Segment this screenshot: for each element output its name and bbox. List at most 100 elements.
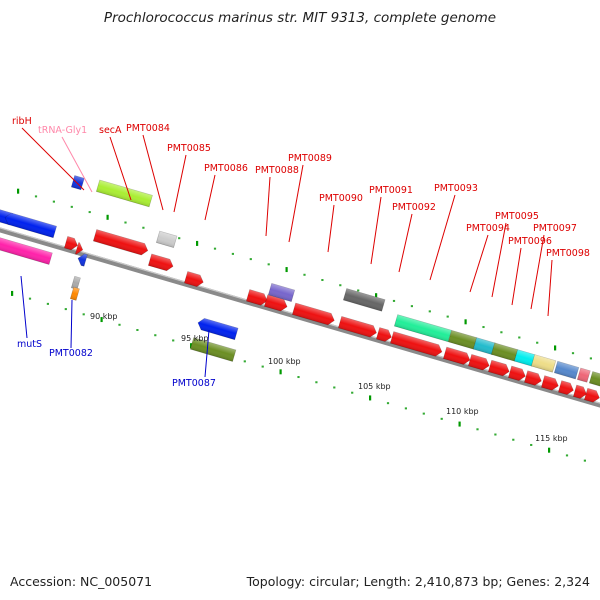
gene-feature-pmt0093[interactable] bbox=[393, 314, 452, 343]
label-leader-line bbox=[204, 174, 216, 221]
minor-tick bbox=[357, 289, 360, 292]
gene-feature-pmt0082[interactable] bbox=[70, 275, 81, 290]
gene-feature-ribh[interactable] bbox=[63, 236, 79, 251]
label-leader-line bbox=[398, 213, 413, 273]
minor-tick bbox=[422, 412, 425, 415]
minor-tick bbox=[136, 329, 139, 332]
gene-feature-pmt0098[interactable] bbox=[572, 384, 588, 400]
minor-tick bbox=[476, 428, 479, 431]
gene-label-pmt0090[interactable]: PMT0090 bbox=[319, 193, 363, 204]
major-tick bbox=[11, 290, 14, 296]
gene-label-pmt0096[interactable]: PMT0096 bbox=[508, 236, 552, 247]
minor-tick bbox=[571, 352, 575, 355]
gene-feature-pmt0088[interactable] bbox=[245, 289, 269, 307]
gene-label-pmt0088[interactable]: PMT0088 bbox=[255, 165, 299, 176]
label-leader-line bbox=[469, 234, 489, 293]
minor-tick bbox=[118, 323, 121, 326]
gene-feature-pmt0084[interactable] bbox=[155, 230, 178, 249]
gene-feature-pmt0090[interactable] bbox=[291, 302, 336, 326]
gene-label-pmt0095[interactable]: PMT0095 bbox=[495, 211, 539, 222]
gene-feature-pmt0097[interactable] bbox=[576, 367, 591, 383]
gene-feature-pmt0088[interactable] bbox=[263, 294, 288, 313]
scale-label: 90 kbp bbox=[90, 312, 118, 321]
gene-label-pmt0082[interactable]: PMT0082 bbox=[49, 348, 93, 359]
gene-label-muts[interactable]: mutS bbox=[17, 339, 42, 350]
gene-feature-pmt0091[interactable] bbox=[375, 327, 393, 343]
label-leader-line bbox=[70, 299, 73, 349]
gene-label-trna-gly1[interactable]: tRNA-Gly1 bbox=[38, 125, 87, 136]
minor-tick bbox=[404, 407, 407, 410]
minor-tick bbox=[178, 237, 181, 240]
gene-label-pmt0098[interactable]: PMT0098 bbox=[546, 248, 590, 259]
gene-feature-pmt0095[interactable] bbox=[467, 353, 491, 371]
gene-feature-pmt0094[interactable] bbox=[472, 337, 497, 356]
gene-label-pmt0097[interactable]: PMT0097 bbox=[533, 223, 577, 234]
gene-label-ribh[interactable]: ribH bbox=[12, 116, 32, 127]
scale-ticks bbox=[11, 188, 592, 462]
gene-feature-pmt0095[interactable] bbox=[513, 349, 536, 367]
minor-tick bbox=[428, 310, 431, 313]
minor-tick bbox=[243, 360, 246, 363]
gene-label-pmt0085[interactable]: PMT0085 bbox=[167, 143, 211, 154]
gene-feature-seca[interactable] bbox=[92, 229, 149, 256]
gene-label-pmt0086[interactable]: PMT0086 bbox=[204, 163, 248, 174]
label-leader-line bbox=[327, 204, 335, 253]
gene-feature-pmt0098[interactable] bbox=[557, 380, 575, 396]
major-tick bbox=[17, 188, 20, 194]
minor-tick bbox=[46, 302, 49, 305]
minor-tick bbox=[82, 313, 85, 316]
gene-label-pmt0093[interactable]: PMT0093 bbox=[434, 183, 478, 194]
gene-feature-pmt0098[interactable] bbox=[583, 387, 600, 403]
gene-feature-pmt0087[interactable] bbox=[196, 317, 239, 341]
minor-tick bbox=[142, 226, 145, 229]
gene-label-pmt0084[interactable]: PMT0084 bbox=[126, 123, 170, 134]
gene-feature-pmt0097[interactable] bbox=[523, 370, 543, 387]
gene-feature-trna[interactable] bbox=[0, 236, 53, 265]
gene-feature-pmt0084[interactable] bbox=[147, 253, 174, 272]
gene-feature-pmt0095[interactable] bbox=[490, 342, 519, 362]
minor-tick bbox=[589, 357, 592, 360]
gene-feature-pmt0091[interactable] bbox=[342, 288, 386, 312]
gene-feature-pmt0097[interactable] bbox=[553, 360, 580, 380]
gene-label-pmt0089[interactable]: PMT0089 bbox=[288, 153, 332, 164]
label-leader-line bbox=[204, 329, 210, 378]
gene-feature-muts[interactable] bbox=[3, 212, 57, 239]
gene-feature-pmt0088[interactable] bbox=[267, 283, 296, 302]
gene-feature-pmt0087[interactable] bbox=[189, 337, 237, 362]
gene-feature-pmt0097[interactable] bbox=[540, 375, 560, 392]
major-tick bbox=[279, 369, 282, 375]
gene-feature-pmt0096[interactable] bbox=[507, 365, 527, 382]
map-title: Prochlorococcus marinus str. MIT 9313, c… bbox=[103, 10, 497, 26]
label-leader-line bbox=[429, 194, 456, 281]
gene-feature-pmt0098[interactable] bbox=[588, 371, 600, 388]
gene-feature-pmt0094[interactable] bbox=[442, 346, 471, 366]
minor-tick bbox=[494, 433, 497, 436]
gene-label-pmt0094[interactable]: PMT0094 bbox=[466, 223, 510, 234]
minor-tick bbox=[500, 331, 503, 334]
gene-feature-pmt0093[interactable] bbox=[389, 331, 443, 358]
major-tick bbox=[106, 214, 109, 220]
gene-feature-pmt0096[interactable] bbox=[487, 359, 511, 377]
gene-label-pmt0087[interactable]: PMT0087 bbox=[172, 378, 216, 389]
label-leader-line bbox=[547, 259, 553, 317]
gene-feature-pmt0082[interactable] bbox=[70, 175, 85, 191]
gene-label-pmt0091[interactable]: PMT0091 bbox=[369, 185, 413, 196]
minor-tick bbox=[34, 195, 38, 198]
gene-features bbox=[0, 175, 600, 403]
gene-feature-small[interactable] bbox=[76, 253, 88, 267]
minor-tick bbox=[530, 443, 533, 446]
gene-feature-seca[interactable] bbox=[95, 179, 153, 208]
gene-feature-pmt0086[interactable] bbox=[183, 271, 205, 288]
gene-label-pmt0092[interactable]: PMT0092 bbox=[392, 202, 436, 213]
gene-feature-pmt0082[interactable] bbox=[69, 286, 80, 301]
minor-tick bbox=[297, 376, 300, 379]
gene-feature-pmt0097[interactable] bbox=[530, 354, 557, 373]
scale-label: 100 kbp bbox=[268, 357, 301, 366]
gene-label-seca[interactable]: secA bbox=[99, 125, 122, 136]
gene-feature-small[interactable] bbox=[74, 242, 84, 255]
scale-label: 110 kbp bbox=[446, 407, 479, 416]
gene-feature-pmt0091[interactable] bbox=[337, 316, 378, 338]
gene-feature-pmt0094[interactable] bbox=[447, 329, 478, 350]
genome-summary-text: Topology: circular; Length: 2,410,873 bp… bbox=[246, 574, 590, 589]
